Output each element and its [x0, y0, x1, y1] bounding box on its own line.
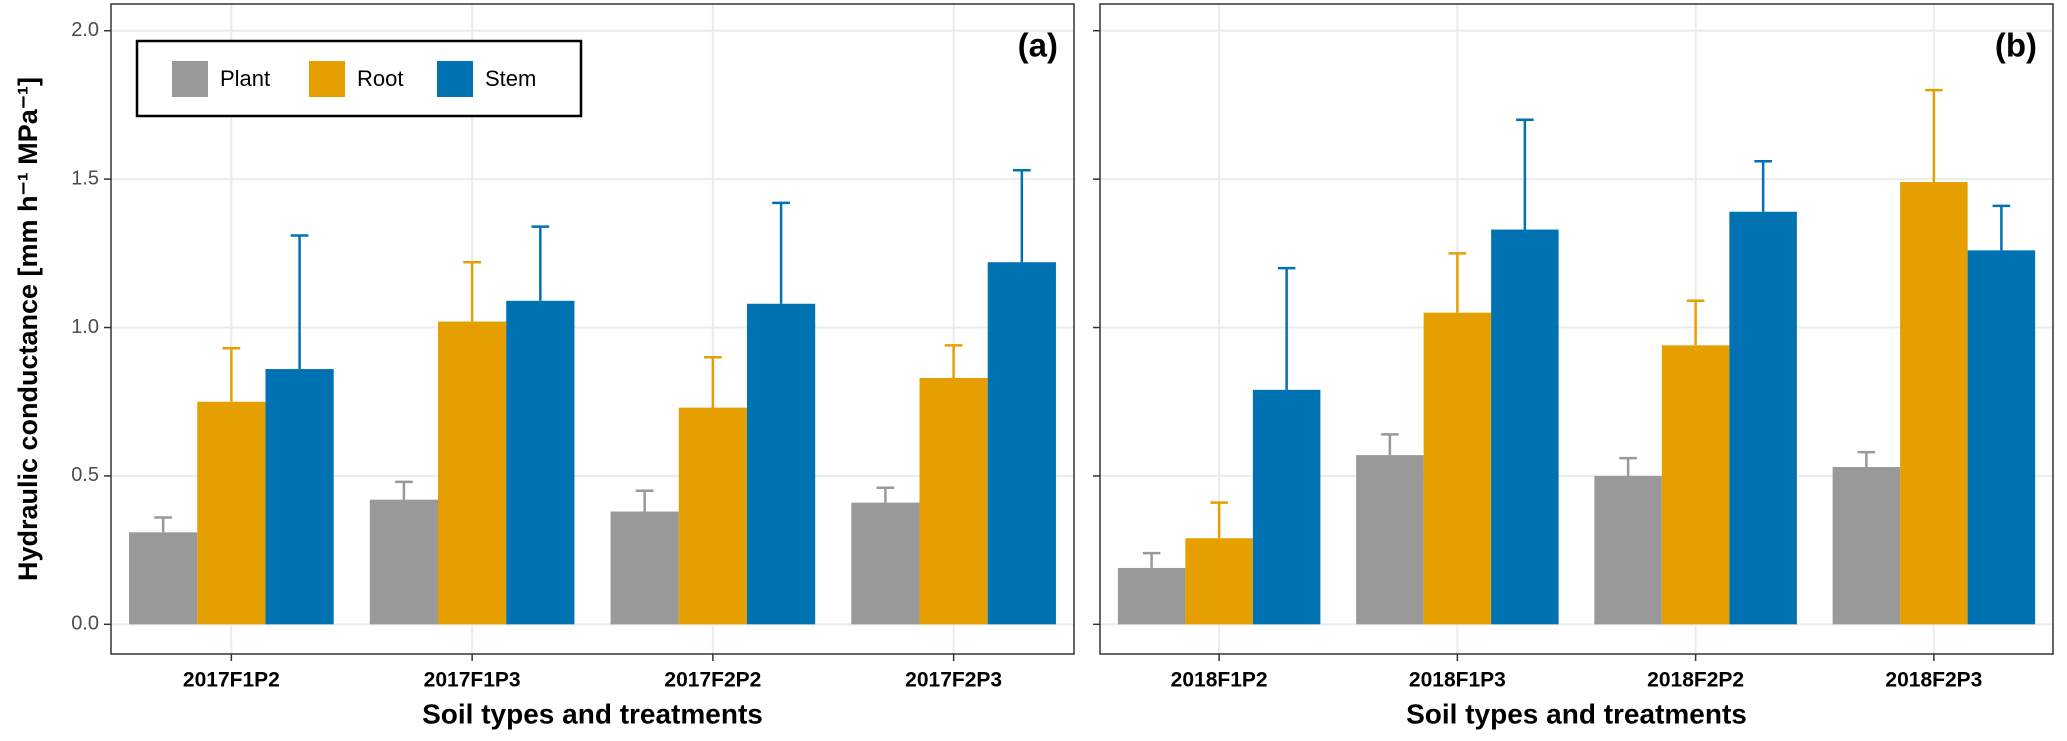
error-bar [1516, 118, 1534, 230]
bar [678, 407, 747, 625]
error-bar [876, 486, 895, 503]
bar [1252, 389, 1321, 625]
y-tick-label: 0.0 [71, 613, 99, 635]
error-bar [1754, 160, 1772, 212]
bar [987, 262, 1056, 625]
error-bar [772, 201, 790, 304]
x-tick-label: 2017F1P3 [424, 669, 521, 692]
bar [1661, 345, 1730, 625]
panel-label: (a) [1018, 27, 1058, 64]
error-bar [395, 480, 413, 500]
bar [265, 369, 334, 625]
bar [1356, 455, 1424, 625]
error-bar [704, 355, 722, 408]
panel-label: (b) [1995, 27, 2037, 64]
error-bar [222, 347, 241, 402]
x-tick-label: 2017F2P2 [664, 669, 761, 692]
legend-swatch [437, 61, 473, 97]
panel-border [1099, 3, 2054, 655]
error-bar [1925, 88, 1943, 183]
y-tick-label: 1.0 [71, 316, 99, 338]
legend-label: Plant [220, 66, 270, 91]
error-bar [154, 516, 173, 533]
bar [129, 532, 198, 625]
y-axis-title: Hydraulic conductance [mm h⁻¹ MPa⁻¹] [13, 77, 43, 581]
x-tick-label: 2018F2P2 [1647, 669, 1744, 692]
x-tick-label: 2017F2P3 [905, 669, 1002, 692]
x-axis-title: Soil types and treatments [1406, 698, 1747, 729]
error-bar [1012, 168, 1031, 263]
error-bar [1448, 252, 1467, 313]
error-bar [635, 489, 654, 512]
error-bar [944, 344, 963, 378]
bar [610, 511, 679, 625]
bar [1832, 467, 1901, 625]
error-bar [1277, 266, 1296, 390]
error-bar [1686, 299, 1705, 346]
bar [1729, 211, 1797, 625]
bar [1423, 312, 1492, 625]
error-bar [290, 234, 309, 370]
bar [1900, 182, 1968, 625]
error-bar [1992, 204, 2011, 251]
legend-swatch [172, 61, 208, 97]
bar [1185, 538, 1253, 625]
error-bar [1142, 551, 1161, 568]
y-tick-label: 2.0 [71, 19, 99, 41]
error-bar [1619, 456, 1637, 476]
bar [197, 401, 266, 625]
y-tick-label: 1.5 [71, 167, 99, 189]
panel-border [110, 3, 1075, 655]
bar [369, 499, 439, 625]
bar [1491, 229, 1559, 625]
legend-label: Stem [485, 66, 536, 91]
bar [851, 502, 920, 625]
legend-box [135, 39, 583, 118]
error-bar [1857, 450, 1876, 468]
bar [1967, 250, 2036, 625]
x-tick-label: 2018F1P2 [1171, 669, 1268, 692]
bar [919, 377, 988, 625]
bar [506, 300, 575, 625]
bar [746, 303, 816, 625]
error-bar [1210, 501, 1228, 539]
legend-label: Root [357, 66, 403, 91]
bar [438, 321, 507, 625]
bar [1117, 567, 1186, 625]
error-bar [531, 225, 550, 301]
legend-swatch [309, 61, 345, 97]
x-tick-label: 2017F1P2 [183, 669, 280, 692]
error-bar [463, 260, 481, 322]
x-tick-label: 2018F2P3 [1885, 669, 1982, 692]
y-tick-label: 0.5 [71, 464, 99, 486]
bar [1594, 475, 1662, 625]
x-tick-label: 2018F1P3 [1409, 669, 1506, 692]
x-axis-title: Soil types and treatments [422, 698, 763, 729]
error-bar [1381, 433, 1399, 456]
